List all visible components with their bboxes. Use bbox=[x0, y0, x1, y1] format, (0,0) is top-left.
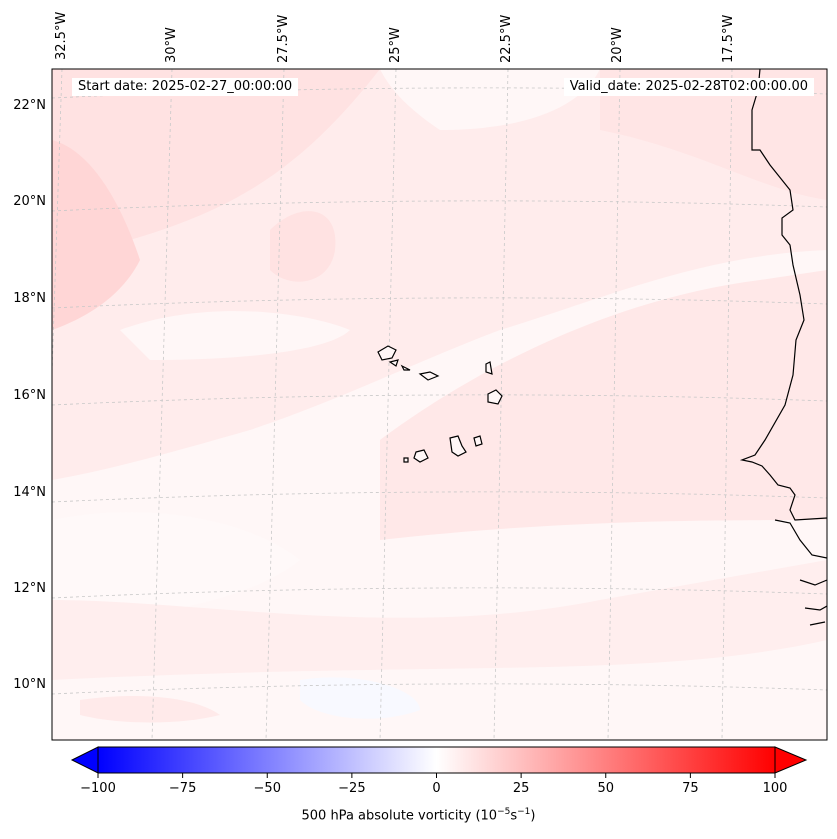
colorbar-max-extension bbox=[774, 746, 808, 774]
colorbar-label-suffix: ) bbox=[530, 808, 536, 824]
lat-label-22n: 22°N bbox=[13, 98, 46, 113]
colorbar-tick-label: 100 bbox=[762, 781, 788, 796]
colorbar-min-extension bbox=[70, 746, 99, 774]
valid-date: Valid_date: 2025-02-28T02:00:00.00 bbox=[563, 78, 814, 96]
colorbar-tick-label: −25 bbox=[338, 781, 366, 796]
colorbar-tick-label: 75 bbox=[682, 781, 699, 796]
lon-label-20w: 20°W bbox=[610, 27, 625, 63]
lon-label-27-5w: 27.5°W bbox=[276, 14, 291, 63]
colorbar-label-mid: s bbox=[510, 808, 518, 824]
cape-verde-islands bbox=[377, 345, 503, 463]
lat-label-16n: 16°N bbox=[13, 388, 46, 403]
colorbar-tick-label: 0 bbox=[432, 781, 441, 796]
colorbar-tick-label: 50 bbox=[597, 781, 615, 796]
lon-label-22-5w: 22.5°W bbox=[499, 14, 514, 63]
lat-label-20n: 20°N bbox=[13, 194, 46, 209]
colorbar-ramp bbox=[97, 746, 776, 774]
colorbar bbox=[70, 746, 808, 778]
vorticity-field bbox=[52, 69, 827, 740]
lat-label-18n: 18°N bbox=[13, 291, 46, 306]
lat-label-12n: 12°N bbox=[13, 581, 46, 596]
colorbar-label: 500 hPa absolute vorticity (10−5s−1) bbox=[0, 807, 837, 823]
colorbar-label-exp2: −1 bbox=[517, 807, 531, 817]
coastline bbox=[739, 69, 827, 626]
map-frame bbox=[51, 68, 828, 741]
colorbar-label-prefix: 500 hPa absolute vorticity (10 bbox=[301, 808, 498, 824]
colorbar-label-exp1: −5 bbox=[497, 807, 511, 817]
lon-label-25w: 25°W bbox=[388, 27, 403, 63]
colorbar-tick-label: 25 bbox=[512, 781, 530, 796]
lon-label-30w: 30°W bbox=[164, 27, 179, 63]
lon-label-17-5w: 17.5°W bbox=[721, 14, 736, 63]
colorbar-tick-label: −75 bbox=[168, 781, 197, 796]
lat-label-14n: 14°N bbox=[13, 485, 46, 500]
lat-label-10n: 10°N bbox=[13, 677, 46, 692]
lon-label-32-5w: 32.5°W bbox=[54, 11, 69, 60]
start-date: Start date: 2025-02-27_00:00:00 bbox=[72, 78, 299, 96]
colorbar-tick-label: −100 bbox=[80, 781, 116, 796]
colorbar-tick-label: −50 bbox=[253, 781, 281, 796]
